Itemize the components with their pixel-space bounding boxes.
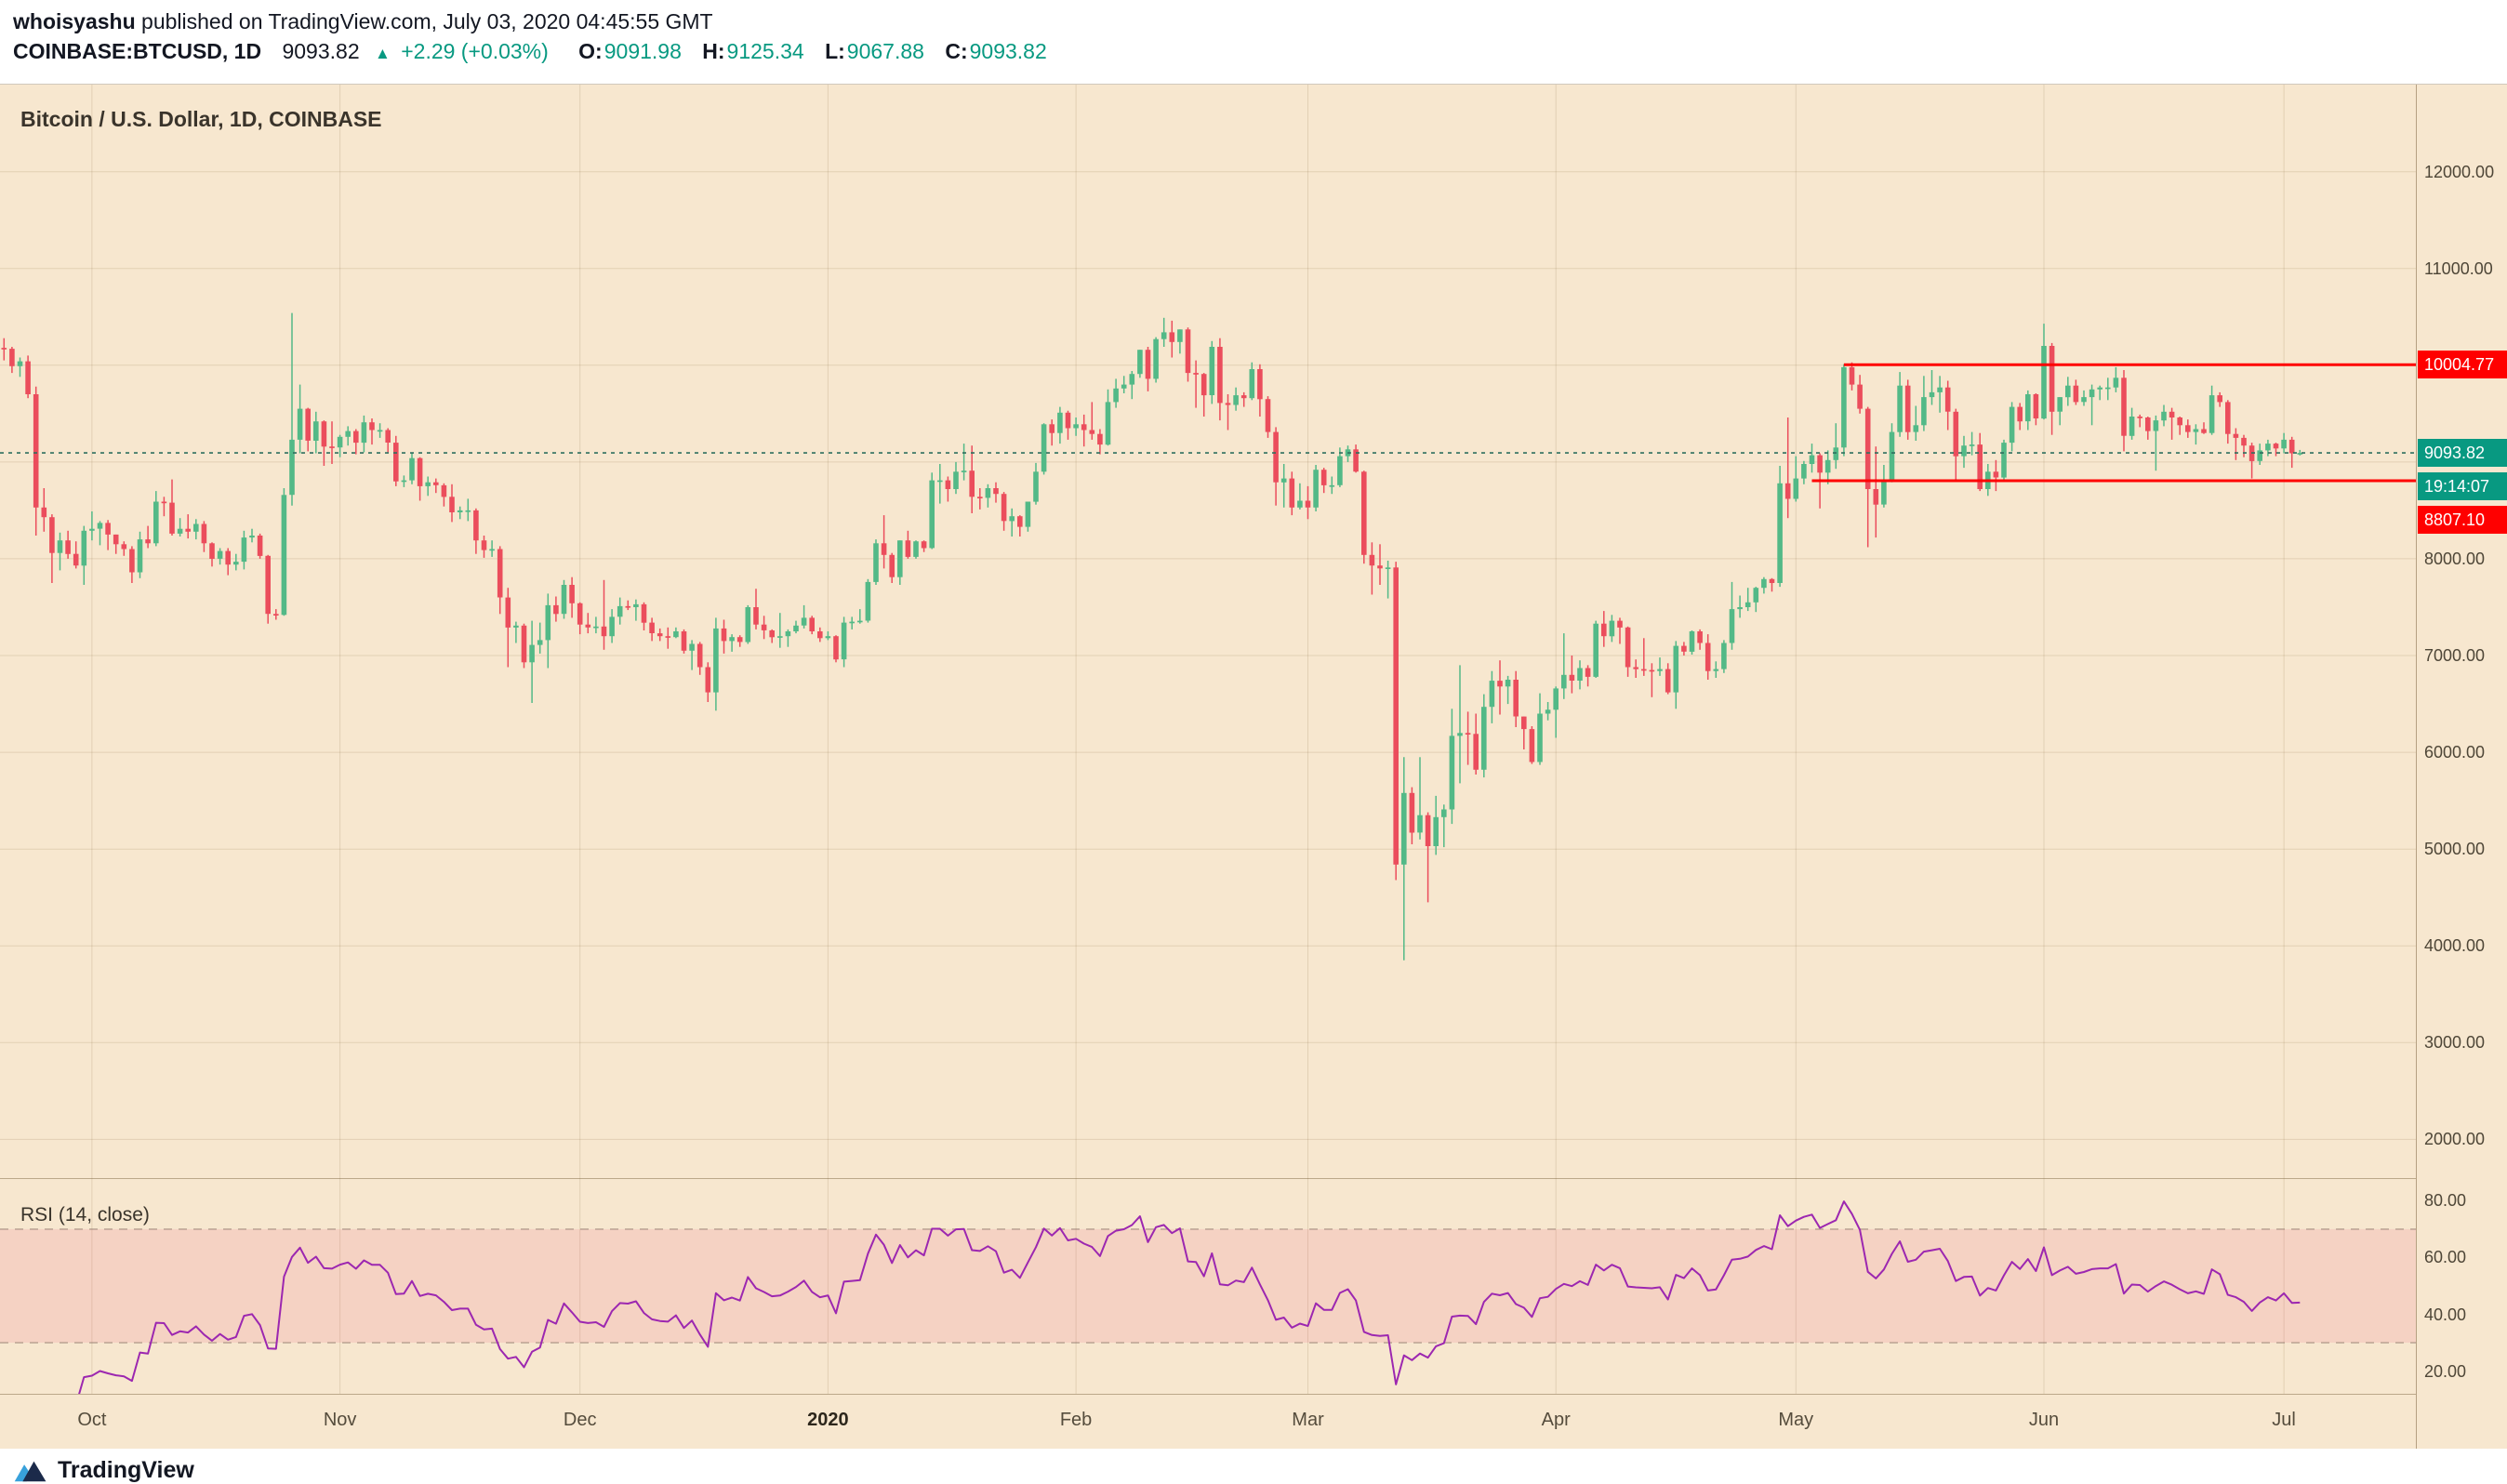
rsi-tick-label: 20.00: [2424, 1361, 2467, 1381]
brand-name: TradingView: [58, 1457, 194, 1483]
bar-countdown-label: 19:14:07: [2418, 472, 2507, 501]
rsi-pane[interactable]: [0, 1178, 2416, 1394]
publish-details: published on TradingView.com, July 03, 2…: [135, 9, 713, 33]
chart-area[interactable]: Bitcoin / U.S. Dollar, 1D, COINBASE RSI …: [0, 85, 2507, 1449]
high-label: H:: [702, 39, 725, 63]
tradingview-link[interactable]: TradingView: [13, 1456, 194, 1484]
price-gridlines: [0, 85, 2416, 1178]
last-price-label: 9093.82: [2418, 439, 2507, 468]
time-axis[interactable]: Oct Nov Dec 2020 Feb Mar Apr May Jun Jul: [0, 1394, 2416, 1449]
rsi-line: [78, 1200, 2301, 1394]
price-tick-label: 6000.00: [2424, 743, 2486, 762]
symbol-quote-bar: COINBASE:BTCUSD, 1D 9093.82 ▲ +2.29 (+0.…: [13, 38, 2507, 67]
time-axis-label: Apr: [1541, 1410, 1571, 1430]
chart-legend[interactable]: Bitcoin / U.S. Dollar, 1D, COINBASE: [20, 107, 382, 131]
price-tick-label: 5000.00: [2424, 840, 2486, 859]
rsi-tick-label: 60.00: [2424, 1248, 2467, 1267]
price-tick-label: 2000.00: [2424, 1130, 2486, 1149]
price-pane[interactable]: [0, 85, 2416, 1178]
price-scale[interactable]: 12000.00 11000.00 8000.00 7000.00 6000.00 500…: [2416, 85, 2507, 1449]
price-tick-label: 12000.00: [2424, 162, 2495, 181]
open-value: 9091.98: [604, 39, 682, 63]
time-axis-label: Jul: [2272, 1410, 2296, 1430]
time-axis-label: Nov: [323, 1410, 357, 1430]
pane-separator[interactable]: [0, 1178, 2507, 1179]
high-value: 9125.34: [726, 39, 804, 63]
low-label: L:: [825, 39, 845, 63]
rsi-tick-label: 40.00: [2424, 1305, 2467, 1324]
price-tick-label: 4000.00: [2424, 936, 2486, 956]
time-axis-label: Dec: [563, 1410, 597, 1430]
price-change: +2.29 (+0.03%): [401, 39, 549, 63]
price-tick-label: 3000.00: [2424, 1033, 2486, 1053]
publish-info: whoisyashu published on TradingView.com,…: [13, 8, 2507, 34]
price-axis-labels: 12000.00 11000.00 8000.00 7000.00 6000.00 500…: [2417, 85, 2507, 1449]
close-value: 9093.82: [969, 39, 1047, 63]
time-axis-label: May: [1778, 1410, 1814, 1430]
time-axis-label: Feb: [1059, 1410, 1093, 1430]
price-tick-label: 7000.00: [2424, 646, 2486, 666]
header: whoisyashu published on TradingView.com,…: [0, 8, 2507, 85]
tradingview-logo-icon: [13, 1456, 48, 1484]
symbol-name: COINBASE:BTCUSD, 1D: [13, 39, 262, 63]
level-price-label-upper: 10004.77: [2418, 351, 2507, 379]
rsi-legend[interactable]: RSI (14, close): [20, 1204, 150, 1226]
candles: [1, 312, 2303, 961]
time-axis-label: Oct: [77, 1410, 107, 1430]
footer: TradingView: [0, 1449, 2507, 1484]
price-tick-label: 8000.00: [2424, 549, 2486, 568]
up-triangle-icon: ▲: [375, 45, 391, 62]
time-axis-label: Jun: [2028, 1410, 2060, 1430]
low-value: 9067.88: [846, 39, 924, 63]
last-price: 9093.82: [282, 39, 360, 63]
level-price-label-lower: 8807.10: [2418, 506, 2507, 535]
rsi-tick-label: 80.00: [2424, 1191, 2467, 1211]
time-axis-label: 2020: [807, 1410, 849, 1430]
author-name[interactable]: whoisyashu: [13, 9, 136, 33]
open-label: O:: [578, 39, 603, 63]
rsi-band: [0, 1228, 2416, 1343]
rsi-axis-labels: 80.00 60.00 40.00 20.00: [2417, 85, 2507, 1449]
price-tick-label: 11000.00: [2424, 258, 2493, 278]
time-axis-label: Mar: [1292, 1410, 1324, 1430]
close-label: C:: [945, 39, 968, 63]
time-axis-separator: [0, 1394, 2507, 1395]
